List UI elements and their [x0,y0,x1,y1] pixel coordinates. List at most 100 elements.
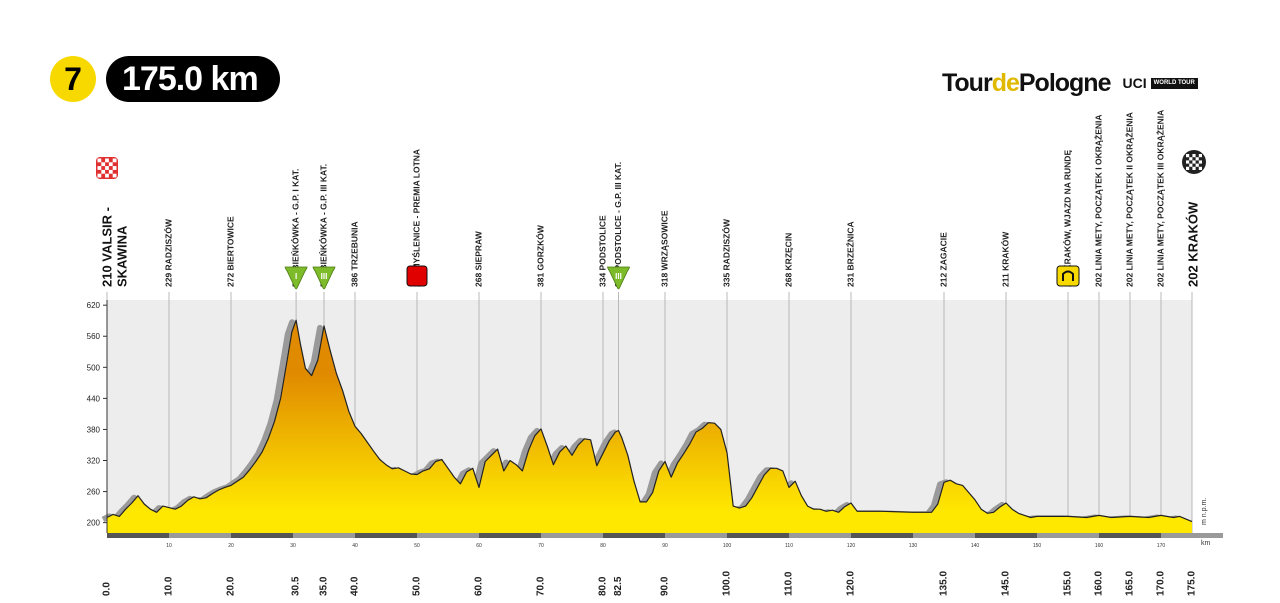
start-flag-check [105,166,109,170]
km-scale-segment [789,533,851,538]
km-scale-label: 170 [1157,543,1166,549]
kom-marker-icon [607,266,630,290]
waypoint-label: 591 BIEŃKÓWKA - G.P. I KAT. [289,169,300,287]
x-tick-label: 160.0 [1094,571,1105,596]
finish-flag-check [1195,163,1199,167]
km-scale-label: 140 [971,543,980,549]
start-label: 210 VALSIR - [99,207,114,287]
waypoint-label: 202 LINIA METY, POCZĄTEK III OKRĄŻENIA [1155,110,1165,287]
km-scale-label: 90 [662,543,668,549]
km-scale-segment [169,533,231,538]
finish-flag-check [1186,154,1190,158]
uci-logo: UCI [1122,75,1147,91]
profile-shadow [101,319,1190,527]
x-tick-label: 155.0 [1063,571,1074,596]
km-scale-segment [541,533,603,538]
start-flag-check [97,173,102,178]
finish-flag-check [1195,157,1199,161]
start-flag-check [108,162,113,167]
profile-area [107,320,1192,533]
kom-marker-category: III [615,272,622,281]
x-tick-label: 135.0 [939,571,950,596]
start-flag-check [101,162,106,167]
km-scale-label: 70 [538,543,544,549]
start-flag-check [112,173,117,178]
x-tick-label: 60.0 [474,576,485,596]
logo-tour: Tour [942,68,993,97]
y-tick-label: 620 [87,301,101,310]
km-scale-label: 20 [228,543,234,549]
start-flag-check [101,169,106,174]
start-flag-check [105,158,109,163]
waypoint-label: 318 WRZĄSOWICE [659,210,669,287]
km-scale-label: 60 [476,543,482,549]
km-scale-label: 30 [290,543,296,549]
x-tick-label: 165.0 [1125,571,1136,596]
finish-flag-check [1189,157,1193,161]
stage-distance: 175.0 km [106,56,280,102]
x-tick-label: 40.0 [350,576,361,596]
x-tick-label: 30.5 [291,576,302,596]
finish-flag-check [1189,163,1193,167]
waypoint-label: 293 MYŚLENICE - PREMIA LOTNA [410,149,421,287]
x-tick-label: 120.0 [846,571,857,596]
finish-flag-check [1186,160,1190,164]
km-scale-segment [417,533,479,538]
start-label: SKAWINA [114,225,129,287]
profile-line [106,319,1193,523]
km-scale-segment [293,533,355,538]
km-scale-label: 50 [414,543,420,549]
sprint-marker-icon [406,265,428,287]
waypoint-label: 580 BIEŃKÓWKA - G.P. III KAT. [317,164,328,287]
waypoint-label: 386 TRZEBUNIA [349,221,359,287]
waypoint-label: 212 ZAGACIE [938,232,948,287]
start-flag-check [97,158,102,163]
finish-flag-check [1192,154,1196,158]
finish-flag-check [1198,154,1202,158]
km-scale-segment [913,533,975,538]
start-flag-check [108,169,113,174]
waypoint-label: 204 KRAKÓW, WJAZD NA RUNDĘ [1061,150,1072,287]
lap-arrow-icon [1062,270,1074,281]
km-scale-label: 120 [847,543,856,549]
km-scale-label: 160 [1095,543,1104,549]
x-tick-label: 100.0 [722,571,733,596]
y-tick-label: 560 [87,332,101,341]
x-axis-label: km [1201,540,1211,547]
y-tick-label: 320 [87,457,101,466]
x-tick-label: 50.0 [412,576,423,596]
stage-number: 7 [50,56,96,102]
y-tick-label: 380 [87,425,101,434]
waypoint-label: 229 RADZISZÓW [162,218,173,287]
km-scale-label: 150 [1033,543,1042,549]
x-tick-label: 0.0 [102,582,113,596]
kom-marker-icon [284,266,308,290]
finish-flag-check [1192,166,1196,170]
start-flag-check [112,158,117,163]
finish-flag-check [1192,160,1196,164]
km-scale-label: 40 [352,543,358,549]
y-tick-label: 500 [87,363,101,372]
waypoint-label: 381 GORZKÓW [534,224,545,287]
logo-de: de [991,68,1020,97]
start-flag-check [97,166,102,170]
tour-de-pologne-logo: Tour de Pologne UCI WORLD TOUR [942,68,1198,98]
waypoint-label: 268 KRZĘCIN [783,233,793,287]
kom-marker-icon [312,266,336,290]
km-scale-label: 130 [909,543,918,549]
x-tick-label: 170.0 [1156,571,1167,596]
lap-marker-icon [1056,265,1080,287]
y-tick-label: 440 [87,394,101,403]
finish-flag-check [1198,166,1202,170]
finish-flag-check [1198,160,1202,164]
x-tick-label: 175.0 [1187,571,1198,596]
km-scale-segment [1037,533,1099,538]
x-tick-label: 80.0 [598,576,609,596]
x-tick-label: 145.0 [1001,571,1012,596]
waypoint-label: 268 SIEPRAW [473,230,483,287]
y-tick-label: 260 [87,488,101,497]
x-tick-label: 20.0 [226,576,237,596]
x-tick-label: 110.0 [784,571,795,596]
km-scale-label: 10 [166,543,172,549]
